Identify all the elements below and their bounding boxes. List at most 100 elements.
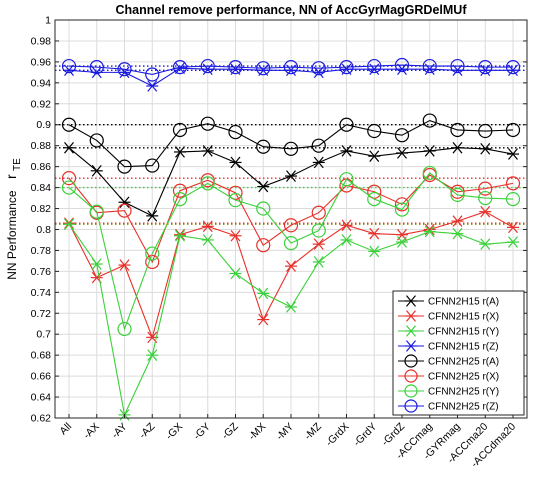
point-6-14 xyxy=(450,187,465,203)
point-7-11 xyxy=(367,58,382,74)
legend-marker-5 xyxy=(404,369,418,383)
point-1-16 xyxy=(507,221,519,234)
point-6-7 xyxy=(256,201,271,216)
point-2-16 xyxy=(507,236,519,248)
point-7-3 xyxy=(145,67,160,82)
point-0-0 xyxy=(63,141,75,154)
legend-item-3: CFNN2H15 r(Z) xyxy=(398,340,499,353)
y-tick-label-10: 0.82 xyxy=(31,203,52,215)
y-axis-ticks: 0.62 0.64 0.66 0.68 0.7 0.72 0.74 0.76 0.78 0.8 0.… xyxy=(31,15,527,425)
point-7-13 xyxy=(422,58,437,74)
point-1-4 xyxy=(174,228,186,241)
point-1-7 xyxy=(257,313,270,326)
point-7-15 xyxy=(478,60,493,75)
point-6-8 xyxy=(283,235,299,251)
point-0-13 xyxy=(423,145,436,157)
legend-marker-0 xyxy=(405,295,417,307)
point-4-14 xyxy=(450,122,465,138)
point-2-14 xyxy=(451,227,464,240)
chart-title: Channel remove performance, NN of AccGyr… xyxy=(115,3,467,17)
point-4-12 xyxy=(394,128,410,143)
point-7-5 xyxy=(200,58,215,74)
point-1-15 xyxy=(479,205,492,218)
point-6-11 xyxy=(367,192,382,207)
point-2-7 xyxy=(257,287,270,300)
series-line-7 xyxy=(68,64,513,76)
y-tick-label-9: 0.8 xyxy=(36,224,51,236)
series-0 xyxy=(63,141,519,222)
point-5-16 xyxy=(505,176,521,191)
point-1-8 xyxy=(285,260,297,272)
point-5-7 xyxy=(256,238,271,253)
point-2-6 xyxy=(229,267,242,280)
point-7-12 xyxy=(394,57,410,73)
point-5-8 xyxy=(283,218,299,233)
y-tick-label-17: 0.96 xyxy=(31,56,52,68)
point-0-8 xyxy=(285,170,297,182)
legend-item-2: CFNN2H15 r(Y) xyxy=(398,325,499,338)
legend-label-7: CFNN2H25 r(Z) xyxy=(428,402,499,413)
y-axis-label-symbol: r xyxy=(3,174,19,179)
point-6-5 xyxy=(200,176,215,191)
point-5-4 xyxy=(172,183,188,198)
legend-item-1: CFNN2H15 r(X) xyxy=(398,310,499,323)
y-axis-label-text: NN Performance xyxy=(5,190,19,280)
point-4-11 xyxy=(367,123,382,139)
point-2-1 xyxy=(90,258,103,270)
legend-label-0: CFNN2H15 r(A) xyxy=(428,297,499,308)
point-7-1 xyxy=(89,60,104,75)
legend-label-5: CFNN2H25 r(X) xyxy=(428,372,499,383)
point-4-6 xyxy=(228,124,243,140)
point-0-5 xyxy=(201,145,214,157)
y-tick-label-16: 0.94 xyxy=(31,77,52,89)
point-2-15 xyxy=(479,238,492,250)
y-tick-label-1: 0.64 xyxy=(31,392,52,404)
legend-marker-4 xyxy=(404,354,418,368)
point-5-3 xyxy=(145,254,160,270)
y-tick-label-6: 0.74 xyxy=(31,287,52,299)
point-0-16 xyxy=(507,148,519,160)
point-0-15 xyxy=(479,143,492,155)
point-2-13 xyxy=(423,225,436,238)
point-0-14 xyxy=(451,141,464,154)
point-5-14 xyxy=(450,184,465,199)
point-2-12 xyxy=(396,236,408,248)
point-1-5 xyxy=(201,220,214,233)
point-6-10 xyxy=(339,172,354,187)
y-tick-label-12: 0.86 xyxy=(31,161,52,173)
legend-item-5: CFNN2H25 r(X) xyxy=(398,369,499,383)
legend-marker-7 xyxy=(404,399,418,413)
point-1-2 xyxy=(118,259,131,271)
point-0-10 xyxy=(340,145,353,157)
point-4-4 xyxy=(172,122,188,138)
point-3-3 xyxy=(146,80,159,92)
point-2-9 xyxy=(312,256,325,268)
y-tick-label-2: 0.66 xyxy=(31,371,52,383)
point-7-2 xyxy=(117,62,132,77)
point-5-6 xyxy=(228,185,243,200)
y-tick-label-19: 1 xyxy=(45,15,51,27)
point-7-9 xyxy=(311,61,326,76)
point-5-5 xyxy=(200,173,215,188)
series-line-6 xyxy=(68,172,514,331)
point-7-14 xyxy=(450,58,465,74)
point-6-0 xyxy=(61,180,77,195)
point-4-1 xyxy=(89,133,104,148)
legend-label-3: CFNN2H15 r(Z) xyxy=(428,342,499,353)
point-0-1 xyxy=(90,165,103,177)
point-0-7 xyxy=(257,180,270,193)
legend-label-4: CFNN2H25 r(A) xyxy=(428,357,499,368)
legend-label-6: CFNN2H25 r(Y) xyxy=(428,387,499,398)
point-7-7 xyxy=(256,61,271,76)
point-3-9 xyxy=(312,66,325,79)
y-tick-label-4: 0.7 xyxy=(36,329,51,341)
point-4-5 xyxy=(200,116,215,131)
point-2-4 xyxy=(174,229,186,242)
point-2-11 xyxy=(368,245,381,258)
point-7-16 xyxy=(505,60,521,75)
series-line-4 xyxy=(68,119,514,168)
point-7-6 xyxy=(228,60,243,75)
point-6-9 xyxy=(311,223,326,238)
point-2-10 xyxy=(340,234,353,246)
